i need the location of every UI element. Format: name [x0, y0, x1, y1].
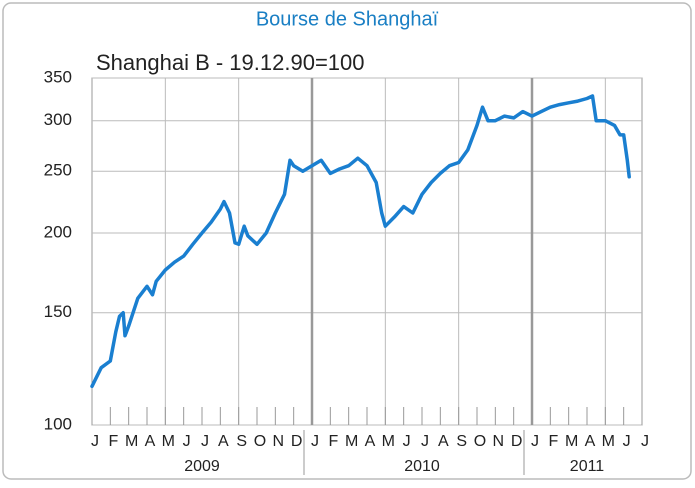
x-tick-label: M	[345, 433, 358, 450]
x-tick-label: F	[328, 433, 338, 450]
x-tick-label: O	[254, 433, 266, 450]
x-tick-label: J	[421, 433, 429, 450]
x-tick-label: J	[201, 433, 209, 450]
x-tick-label: M	[382, 433, 395, 450]
x-tick-label: A	[145, 433, 156, 450]
x-tick-label: A	[585, 433, 596, 450]
y-tick-label: 300	[44, 110, 72, 129]
x-tick-label: S	[456, 433, 467, 450]
x-tick-label: S	[236, 433, 247, 450]
y-tick-label: 100	[44, 414, 72, 433]
frame	[2, 2, 692, 480]
year-label: 2010	[404, 458, 440, 475]
y-tick-label: 250	[44, 161, 72, 180]
x-tick-label: F	[548, 433, 558, 450]
x-tick-label: D	[291, 433, 303, 450]
year-label: 2011	[570, 458, 605, 475]
y-tick-label: 150	[44, 302, 72, 321]
x-tick-label: N	[273, 433, 285, 450]
x-tick-label: M	[125, 433, 138, 450]
x-tick-label: D	[511, 433, 523, 450]
line	[90, 94, 631, 389]
x-tick-label: J	[623, 433, 631, 450]
x-tick-label: F	[108, 433, 118, 450]
x-tick-label: J	[183, 433, 191, 450]
x-tick-label: A	[438, 433, 449, 450]
year-label: 2009	[184, 458, 220, 475]
x-tick-label: M	[602, 433, 615, 450]
chart-subtitle: Shanghai B - 19.12.90=100	[96, 50, 365, 75]
x-tick-label: O	[474, 433, 486, 450]
y-tick-label: 200	[44, 222, 72, 241]
x-tick-label: J	[641, 433, 649, 450]
x-tick-label: M	[162, 433, 175, 450]
x-tick-label: J	[531, 433, 539, 450]
x-tick-label: N	[493, 433, 505, 450]
y-tick-label: 350	[44, 67, 72, 86]
x-tick-label: A	[365, 433, 376, 450]
x-tick-label: J	[311, 433, 319, 450]
x-tick-label: J	[403, 433, 411, 450]
x-tick-label: M	[565, 433, 578, 450]
chart-title: Bourse de Shanghaï	[256, 8, 439, 30]
x-tick-label: J	[91, 433, 99, 450]
x-tick-label: A	[218, 433, 229, 450]
